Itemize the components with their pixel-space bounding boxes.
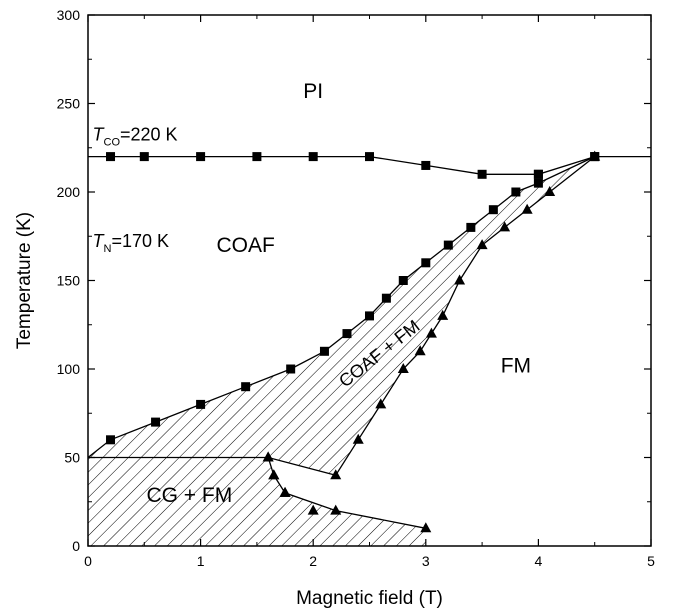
x-tick-label: 0 — [84, 553, 92, 569]
y-tick-label: 150 — [57, 273, 81, 289]
cg-triangle-marker — [330, 504, 342, 515]
tco-square-marker — [196, 152, 206, 162]
x-tick-label: 2 — [309, 553, 317, 569]
coaf-lower-triangle-marker — [437, 309, 449, 320]
coaf-lower-triangle-marker — [414, 345, 426, 356]
tn-annotation: TN=170 K — [93, 231, 170, 255]
y-tick-label: 250 — [57, 96, 81, 112]
cg-triangle-marker — [279, 486, 291, 497]
coaf-lower-triangle-marker — [521, 203, 533, 214]
coaf-upper-square-marker — [106, 435, 116, 445]
y-tick-label: 50 — [64, 450, 80, 466]
coaf-lower-triangle-marker — [544, 186, 556, 196]
coaf-upper-square-marker — [241, 382, 251, 392]
coaf-upper-square-marker — [466, 222, 476, 232]
y-tick-label: 0 — [72, 538, 80, 554]
y-tick-label: 100 — [57, 361, 81, 377]
coaf-upper-square-marker — [365, 311, 374, 321]
tco-square-marker — [106, 152, 116, 162]
coaf-lower-triangle-marker — [589, 150, 601, 161]
coaf-lower-triangle-marker — [307, 504, 319, 515]
x-tick-label: 5 — [647, 553, 655, 569]
coaf-upper-square-marker — [319, 346, 329, 356]
coaf-upper-square-marker — [488, 205, 498, 215]
coaf-lower-triangle-marker — [352, 433, 364, 444]
region-label-fm: FM — [501, 355, 531, 378]
y-tick-label: 200 — [57, 184, 81, 200]
cg-triangle-marker — [420, 522, 432, 533]
coaf-lower-triangle-marker — [454, 274, 466, 285]
coaf-upper-square-marker — [286, 364, 296, 374]
coaf-lower-triangle-marker — [330, 469, 342, 480]
cg-triangle-marker — [268, 469, 280, 480]
cg-fm-hatched-region — [88, 457, 426, 546]
tco-square-marker — [421, 160, 431, 170]
region-label-pi: PI — [303, 80, 323, 103]
hatched-regions — [88, 156, 595, 546]
region-label-cg-fm: CG + FM — [146, 484, 232, 507]
tco-boundary-line — [88, 155, 651, 175]
x-axis-title: Magnetic field (T) — [296, 588, 443, 609]
y-axis-title: Temperature (K) — [14, 212, 35, 349]
x-tick-label: 3 — [422, 553, 430, 569]
tco-square-marker — [477, 169, 487, 179]
coaf-upper-square-marker — [381, 293, 391, 303]
tco-square-marker — [139, 152, 149, 162]
coaf-upper-square-marker — [533, 178, 543, 188]
tco-annotation: TCO=220 K — [93, 125, 178, 149]
coaf-upper-square-marker — [151, 417, 161, 427]
coaf-lower-triangle-marker — [425, 327, 437, 338]
tco-square-marker — [252, 152, 262, 162]
coaf-fm-hatched-region — [88, 156, 595, 476]
coaf-lower-triangle-marker — [499, 221, 511, 232]
coaf-upper-square-marker — [196, 399, 206, 409]
tco-square-marker — [533, 169, 543, 179]
data-markers — [106, 150, 601, 533]
coaf-upper-square-marker — [511, 187, 521, 197]
cg-triangle-marker — [262, 451, 274, 462]
coaf-lower-triangle-marker — [375, 398, 387, 409]
tco-square-marker — [308, 152, 318, 162]
y-tick-label: 300 — [57, 7, 81, 23]
region-label-coaf: COAF — [216, 234, 274, 257]
coaf-lower-triangle-marker — [476, 239, 488, 250]
tco-square-marker — [365, 152, 374, 162]
x-tick-label: 1 — [197, 553, 205, 569]
coaf-upper-square-marker — [342, 329, 352, 339]
coaf-upper-square-marker — [421, 258, 431, 268]
x-tick-label: 4 — [535, 553, 543, 569]
coaf-upper-square-marker — [398, 276, 408, 285]
coaf-upper-square-marker — [443, 240, 453, 250]
coaf-lower-triangle-marker — [397, 363, 409, 373]
